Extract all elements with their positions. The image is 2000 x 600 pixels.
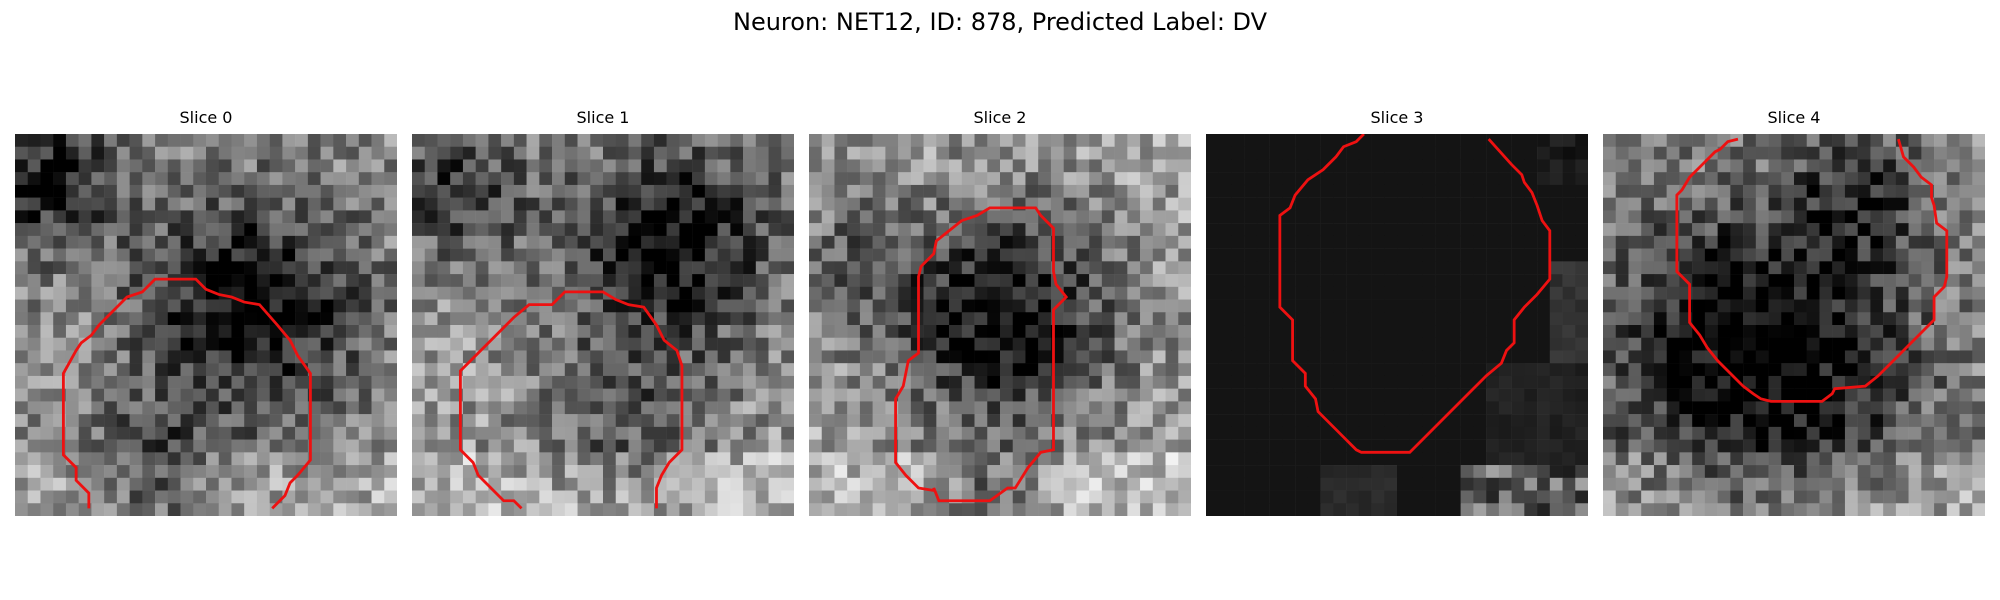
contour-line (61, 277, 312, 510)
slice-image-3 (1206, 134, 1588, 516)
slice-image-0 (15, 134, 397, 516)
slice-panel-1: Slice 1 (412, 108, 794, 516)
slice-title-1: Slice 1 (576, 108, 630, 127)
contour-line (1278, 134, 1552, 454)
slice-panel-3: Slice 3 (1206, 108, 1588, 516)
contour-line (894, 206, 1069, 503)
slice-title-2: Slice 2 (973, 108, 1027, 127)
figure-title: Neuron: NET12, ID: 878, Predicted Label:… (732, 8, 1268, 36)
slice-title-0: Slice 0 (179, 108, 233, 127)
slice-image-4 (1603, 134, 1985, 516)
slice-title-3: Slice 3 (1370, 108, 1424, 127)
slice-panel-4: Slice 4 (1603, 108, 1985, 516)
slice-title-4: Slice 4 (1767, 108, 1821, 127)
slice-panel-2: Slice 2 (809, 108, 1191, 516)
contour-line (1675, 137, 1949, 403)
slice-panel-0: Slice 0 (15, 108, 397, 516)
contour-line (458, 290, 684, 510)
slice-image-1 (412, 134, 794, 516)
slice-image-2 (809, 134, 1191, 516)
